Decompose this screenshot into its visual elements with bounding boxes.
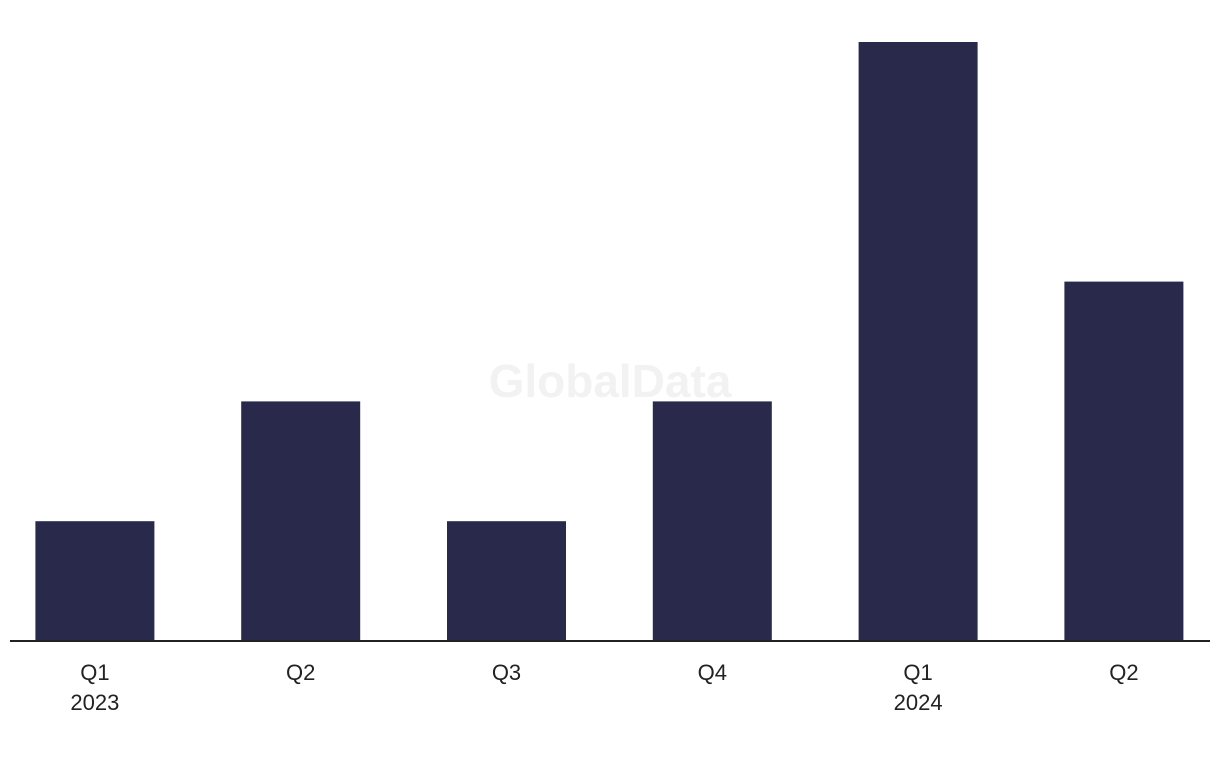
bar (652, 401, 772, 641)
x-tick-label: Q4 (698, 660, 727, 685)
x-year-label: 2024 (894, 690, 943, 715)
x-tick-label: Q2 (286, 660, 315, 685)
bar (241, 401, 361, 641)
x-tick-label: Q1 (80, 660, 109, 685)
x-tick-label: Q3 (492, 660, 521, 685)
x-year-label: 2023 (70, 690, 119, 715)
x-tick-label: Q2 (1109, 660, 1138, 685)
watermark: GlobalData (489, 355, 732, 407)
bar (1064, 281, 1184, 641)
bar (858, 42, 978, 641)
bar (447, 521, 566, 641)
x-tick-label: Q1 (903, 660, 932, 685)
bar (35, 521, 155, 641)
